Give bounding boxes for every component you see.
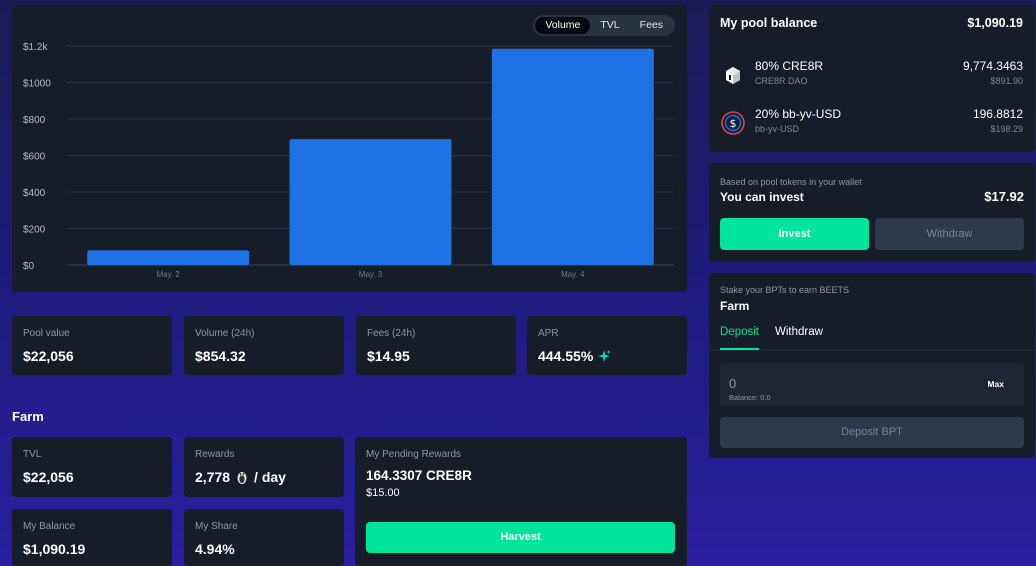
token-usd: $198.29 [990,124,1023,134]
tab-deposit[interactable]: Deposit [720,326,759,338]
stat-label: APR [538,328,559,339]
stat-value: $14.95 [367,348,410,364]
invest-label: You can invest [720,190,804,204]
invest-amount: $17.92 [984,189,1024,204]
stake-title: Farm [720,299,750,313]
stat-label: TVL [23,449,42,460]
y-tick-label: $400 [23,188,46,199]
stat-apr: APR 444.55% [527,316,687,375]
pool-balance-card: My pool balance $1,090.19 80% CRE8R CRE8… [709,5,1035,152]
pool-balance-total: $1,090.19 [967,16,1023,30]
beets-token-icon [237,472,247,484]
token-name: 80% CRE8R [755,59,824,73]
harvest-button[interactable]: Harvest [366,522,675,553]
toggle-fees[interactable]: Fees [639,19,663,31]
pending-rewards-usd: $15.00 [366,487,400,499]
svg-text:$: $ [730,117,737,130]
stat-label: Fees (24h) [367,328,416,339]
token-row-bb-yv-usd: $ 20% bb-yv-USD bb-yv-USD 196.8812 $198.… [721,107,1023,143]
stat-value: 444.55% [538,348,676,364]
invest-button[interactable]: Invest [720,218,869,250]
stat-value: $854.32 [195,348,246,364]
stat-value: $22,056 [23,469,74,485]
deposit-amount-field[interactable]: 0 Max Balance: 0.0 [720,363,1024,406]
stat-value: $22,056 [23,348,74,364]
stat-fees-24h: Fees (24h) $14.95 [356,316,516,375]
stat-pool-value: Pool value $22,056 [12,316,172,375]
volume-chart: $0 $200 $400 $600 $800 $1000 $1.2k May. 2 May. 3… [23,42,674,279]
stat-label: Volume (24h) [195,328,255,339]
chart-metric-toggle: Volume TVL Fees [533,15,675,36]
y-tick-label: $1000 [23,79,51,90]
chart-bar[interactable] [87,250,250,265]
stat-label: Rewards [195,449,235,460]
stat-value: $1,090.19 [23,541,86,557]
farm-my-share: My Share 4.94% [184,509,344,566]
token-subtitle: bb-yv-USD [755,124,800,134]
pool-balance-title: My pool balance [720,16,818,30]
pending-rewards-card: My Pending Rewards 164.3307 CRE8R $15.00… [355,437,687,566]
tabs-divider [709,350,1035,351]
token-row-cre8r: 80% CRE8R CRE8R DAO 9,774.3463 $891.90 [721,59,1023,95]
toggle-tvl[interactable]: TVL [600,19,620,31]
deposit-balance-label: Balance: 0.0 [729,393,771,402]
invest-note: Based on pool tokens in your wallet [720,177,862,187]
stat-label: My Balance [23,521,76,532]
token-usd: $891.90 [990,76,1023,86]
withdraw-button[interactable]: Withdraw [875,218,1024,250]
stat-value: 4.94% [195,541,235,557]
y-tick-label: $600 [23,152,46,163]
token-name: 20% bb-yv-USD [755,107,842,121]
stat-label: Pool value [23,328,70,339]
active-tab-indicator [720,348,759,350]
pending-rewards-amount: 164.3307 CRE8R [366,468,472,483]
x-tick-label: May. 3 [359,270,383,279]
stake-farm-card: Stake your BPTs to earn BEETS Farm Depos… [709,273,1035,458]
farm-my-balance: My Balance $1,090.19 [12,509,172,566]
y-tick-label: $800 [23,115,46,126]
tab-withdraw[interactable]: Withdraw [775,326,823,338]
farm-tvl: TVL $22,056 [12,437,172,497]
farm-rewards: Rewards 2,778 / day [184,437,344,497]
deposit-bpt-button[interactable]: Deposit BPT [720,417,1024,448]
invest-card: Based on pool tokens in your wallet You … [709,163,1035,262]
volume-chart-card: $0 $200 $400 $600 $800 $1000 $1.2k May. 2 May. 3… [12,5,687,292]
chart-bar[interactable] [289,139,452,265]
y-tick-label: $0 [23,261,35,272]
stat-volume-24h: Volume (24h) $854.32 [184,316,344,375]
pending-rewards-label: My Pending Rewards [366,449,462,460]
token-amount: 196.8812 [972,107,1023,121]
x-tick-label: May. 2 [156,270,180,279]
y-tick-label: $200 [23,225,46,236]
toggle-volume[interactable]: Volume [535,17,591,34]
sparkle-icon[interactable] [597,349,611,363]
y-tick-label: $1.2k [23,42,48,53]
usd-token-icon: $ [721,111,745,135]
farm-heading: Farm [12,409,44,424]
chart-bar[interactable] [491,48,654,265]
cre8r-token-icon [721,63,745,87]
max-button[interactable]: Max [987,379,1004,389]
stat-label: My Share [195,521,238,532]
x-tick-label: May. 4 [561,270,585,279]
deposit-amount-input[interactable]: 0 [729,376,737,391]
stat-value: 2,778 / day [195,469,286,485]
stake-note: Stake your BPTs to earn BEETS [720,285,850,295]
token-amount: 9,774.3463 [962,59,1023,73]
token-subtitle: CRE8R DAO [755,76,808,86]
